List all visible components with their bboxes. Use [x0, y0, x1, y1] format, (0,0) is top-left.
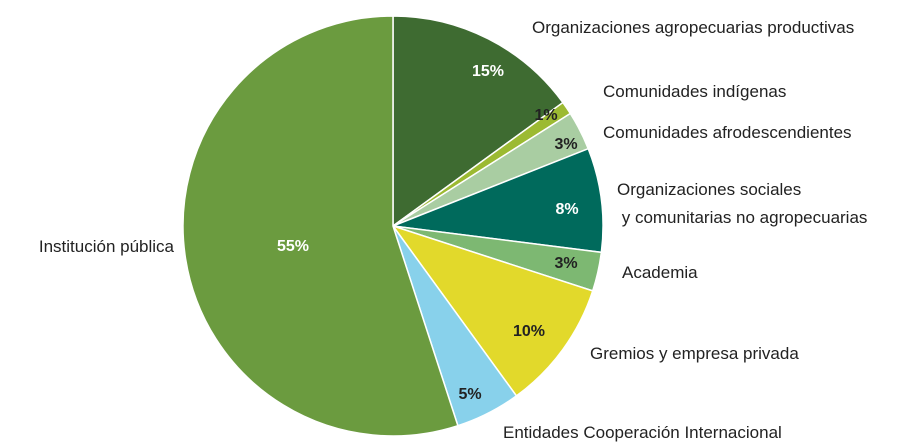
- pie-slice: [392, 15, 564, 228]
- category-label: Gremios y empresa privada: [590, 344, 799, 363]
- slice-label: 15%: [472, 63, 504, 80]
- slice-label: 8%: [555, 201, 578, 218]
- slice-label: 1%: [534, 107, 557, 124]
- category-label: Comunidades indígenas: [603, 82, 787, 101]
- category-label: Organizaciones sociales y comunitarias n…: [617, 180, 868, 227]
- slice-label: 3%: [554, 255, 577, 272]
- slice-label: 10%: [513, 323, 545, 340]
- category-label: Entidades Cooperación Internacional: [503, 423, 782, 442]
- pie-slice: [182, 15, 459, 437]
- slice-label: 5%: [458, 386, 481, 403]
- category-label: Comunidades afrodescendientes: [603, 123, 852, 142]
- pie-slice: [391, 224, 594, 397]
- category-label: Organizaciones agropecuarias productivas: [532, 18, 855, 37]
- slice-label: 55%: [277, 238, 309, 255]
- pie-slice: [392, 147, 604, 254]
- slice-label: 3%: [554, 136, 577, 153]
- category-label: Institución pública: [38, 237, 174, 256]
- category-label: Academia: [622, 263, 698, 282]
